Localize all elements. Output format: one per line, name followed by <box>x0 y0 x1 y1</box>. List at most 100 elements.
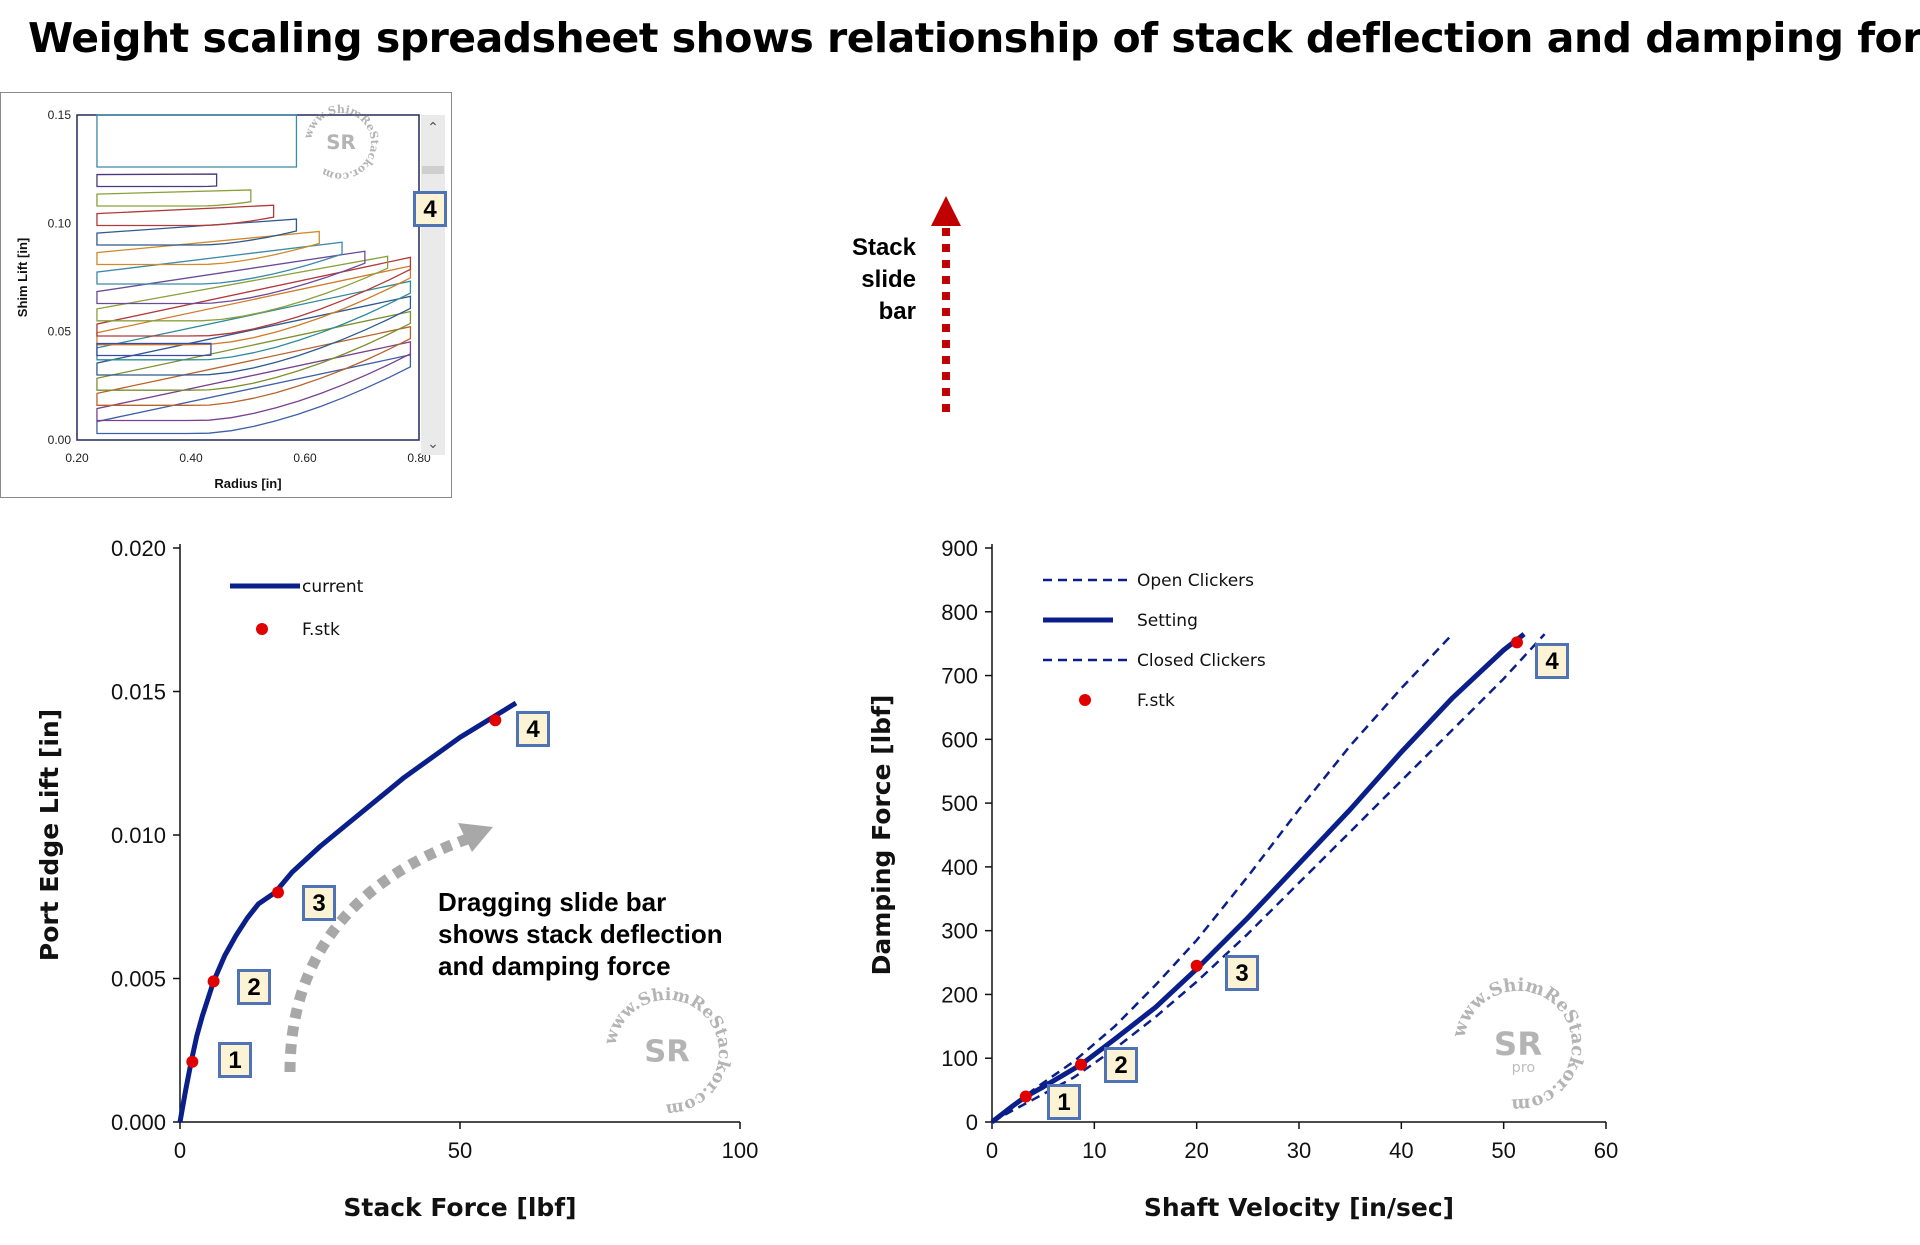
fstk-point <box>1075 1058 1088 1071</box>
shim-outline <box>96 342 212 357</box>
legend-marker-swatch <box>256 623 268 635</box>
shim-outline <box>96 256 412 337</box>
legend-marker-swatch <box>1079 694 1091 706</box>
slide-annotation: Stack slide bar <box>838 232 916 328</box>
y-tick-label: 0.05 <box>48 325 72 339</box>
y-tick-label: 0.005 <box>111 967 166 992</box>
drag-annotation-line1: Dragging slide bar <box>438 887 667 917</box>
shim-outline <box>96 241 343 285</box>
scroll-thumb[interactable] <box>422 166 444 174</box>
series-closed-clickers <box>991 633 1546 1124</box>
page-title: Weight scaling spreadsheet shows relatio… <box>28 14 1920 62</box>
y-tick-label: 600 <box>941 727 978 752</box>
x-tick-label: 50 <box>1491 1138 1515 1163</box>
x-tick-label: 0.20 <box>65 451 89 465</box>
drag-annotation-line2: shows stack deflection <box>438 919 723 949</box>
y-tick-label: 700 <box>941 664 978 689</box>
shim-outline <box>96 204 275 227</box>
shim-outline <box>96 354 412 435</box>
y-axis-label: Shim Lift [in] <box>15 238 30 317</box>
step-badge: 1 <box>1047 1084 1081 1120</box>
y-tick-label: 900 <box>941 536 978 561</box>
fstk-point <box>272 886 284 899</box>
shim-outline <box>96 255 389 322</box>
shim-outline <box>96 114 298 168</box>
step-badge: 1 <box>218 1042 252 1078</box>
y-tick-label: 0.010 <box>111 823 166 848</box>
y-tick-label: 0.10 <box>48 216 72 230</box>
slide-annotation-line3: bar <box>878 298 916 325</box>
shim-panel-4: 0.20 0.40 0.60 0.80 0.00 0.05 0.10 0.15 Radius [… <box>0 92 452 498</box>
legend-label: F.stk <box>1137 691 1175 711</box>
y-tick-label: 400 <box>941 855 978 880</box>
watermark-sr-logo: SR <box>644 1034 690 1069</box>
step-badge: 3 <box>302 885 336 921</box>
x-tick-label: 10 <box>1082 1138 1106 1163</box>
watermark-text: www.ShimReStackor.com <box>1448 975 1588 1116</box>
shim-outline <box>96 295 412 376</box>
legend-label: F.stk <box>302 620 340 640</box>
shim-outline <box>96 280 412 361</box>
shim-outline <box>96 341 412 422</box>
x-tick-label: 50 <box>448 1138 472 1163</box>
legend-label: current <box>302 577 364 597</box>
fstk-point <box>1019 1090 1032 1103</box>
shim-outline <box>96 310 412 391</box>
series-open-clickers <box>991 633 1454 1123</box>
y-tick-label: 0 <box>966 1110 978 1135</box>
fstk-point <box>207 975 220 988</box>
step-badge: 4 <box>413 191 447 227</box>
x-tick-label: 60 <box>1594 1138 1618 1163</box>
drag-annotation-line3: and damping force <box>438 951 671 981</box>
shim-outline <box>96 218 298 246</box>
watermark-pro: pro <box>1512 1060 1536 1076</box>
x-tick-label: 0.40 <box>179 451 203 465</box>
fstk-point <box>489 714 502 727</box>
x-tick-label: 0 <box>986 1138 998 1163</box>
y-axis-label: Damping Force [lbf] <box>867 695 896 976</box>
drag-arrow-head-icon <box>458 823 493 852</box>
drag-annotation: Dragging slide bar shows stack deflectio… <box>438 886 723 982</box>
y-tick-label: 800 <box>941 600 978 625</box>
x-tick-label: 0 <box>174 1138 186 1163</box>
slide-annotation-line1: Stack <box>851 234 916 261</box>
shim-outline <box>96 173 218 188</box>
fstk-point <box>186 1055 199 1068</box>
step-badge: 2 <box>237 969 271 1005</box>
shim-outline <box>96 230 320 266</box>
legend-label: Closed Clickers <box>1137 651 1266 671</box>
y-tick-label: 0.00 <box>48 433 72 447</box>
slide-annotation-line2: slide <box>861 266 916 293</box>
fstk-point <box>1190 959 1203 972</box>
x-axis-label: Shaft Velocity [in/sec] <box>1144 1193 1454 1222</box>
shim-outline <box>96 325 412 406</box>
step-badge: 4 <box>516 711 550 747</box>
x-tick-label: 100 <box>722 1138 759 1163</box>
shim-outline <box>96 265 412 346</box>
x-axis-label: Stack Force [lbf] <box>343 1193 576 1222</box>
y-tick-label: 500 <box>941 791 978 816</box>
y-tick-label: 0.020 <box>111 536 166 561</box>
shim-outline <box>96 189 252 207</box>
watermark-sr-logo: SR <box>1494 1025 1542 1063</box>
watermark-sr-logo: SR <box>326 131 355 154</box>
shim-outline <box>96 250 366 305</box>
legend-label: Setting <box>1137 611 1198 631</box>
x-tick-label: 20 <box>1184 1138 1208 1163</box>
series-setting <box>990 632 1526 1124</box>
scroll-up-icon[interactable]: ⌃ <box>427 120 439 136</box>
y-tick-label: 300 <box>941 919 978 944</box>
stack-slide-bar[interactable]: ⌃⌄ <box>421 115 445 455</box>
slide-arrow-icon <box>931 196 961 414</box>
legend-label: Open Clickers <box>1137 571 1254 591</box>
y-tick-label: 0.15 <box>48 108 72 122</box>
x-tick-label: 0.60 <box>293 451 317 465</box>
y-tick-label: 100 <box>941 1046 978 1071</box>
scroll-down-icon[interactable]: ⌄ <box>427 436 439 452</box>
step-badge: 4 <box>1535 643 1569 679</box>
x-axis-label: Radius [in] <box>214 476 281 491</box>
x-tick-label: 40 <box>1389 1138 1413 1163</box>
